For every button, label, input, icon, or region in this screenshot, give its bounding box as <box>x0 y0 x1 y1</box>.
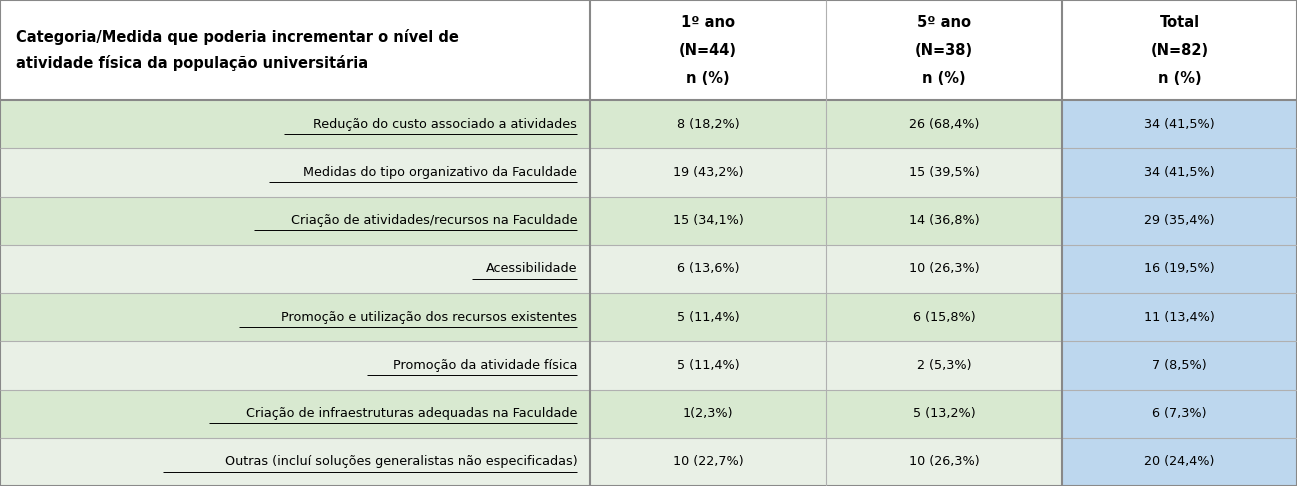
Text: 5 (11,4%): 5 (11,4%) <box>677 311 739 324</box>
Text: Promoção da atividade física: Promoção da atividade física <box>393 359 577 372</box>
Bar <box>826 438 1062 486</box>
Bar <box>590 341 826 390</box>
Text: 19 (43,2%): 19 (43,2%) <box>673 166 743 179</box>
Text: 8 (18,2%): 8 (18,2%) <box>677 118 739 131</box>
Text: 11 (13,4%): 11 (13,4%) <box>1144 311 1215 324</box>
Bar <box>590 100 826 148</box>
Text: Promoção e utilização dos recursos existentes: Promoção e utilização dos recursos exist… <box>281 311 577 324</box>
Bar <box>590 438 826 486</box>
Text: 7 (8,5%): 7 (8,5%) <box>1152 359 1208 372</box>
Bar <box>826 389 1062 438</box>
Bar <box>826 245 1062 293</box>
Text: n (%): n (%) <box>686 70 730 86</box>
Bar <box>826 196 1062 245</box>
Bar <box>0 196 590 245</box>
Bar <box>1062 293 1297 341</box>
Bar <box>1062 389 1297 438</box>
Text: n (%): n (%) <box>922 70 966 86</box>
Text: 10 (26,3%): 10 (26,3%) <box>909 455 979 469</box>
Text: Categoria/Medida que poderia incrementar o nível de
atividade física da populaçã: Categoria/Medida que poderia incrementar… <box>16 29 458 71</box>
Bar <box>590 148 826 196</box>
Bar <box>826 148 1062 196</box>
Text: n (%): n (%) <box>1158 70 1201 86</box>
Bar <box>590 196 826 245</box>
Text: 5º ano: 5º ano <box>917 15 971 30</box>
Bar <box>0 0 590 100</box>
Text: 15 (39,5%): 15 (39,5%) <box>909 166 979 179</box>
Text: 10 (22,7%): 10 (22,7%) <box>673 455 743 469</box>
Bar <box>590 293 826 341</box>
Bar <box>1062 148 1297 196</box>
Text: Redução do custo associado a atividades: Redução do custo associado a atividades <box>314 118 577 131</box>
Text: (N=82): (N=82) <box>1150 43 1209 57</box>
Bar <box>826 341 1062 390</box>
Bar <box>0 100 590 148</box>
Bar <box>590 389 826 438</box>
Bar <box>1062 196 1297 245</box>
Text: Acessibilidade: Acessibilidade <box>485 262 577 276</box>
Text: 6 (15,8%): 6 (15,8%) <box>913 311 975 324</box>
Bar <box>1062 245 1297 293</box>
Bar <box>1062 438 1297 486</box>
Text: Criação de atividades/recursos na Faculdade: Criação de atividades/recursos na Faculd… <box>291 214 577 227</box>
Text: 1º ano: 1º ano <box>681 15 735 30</box>
Bar <box>590 0 826 100</box>
Bar <box>1062 100 1297 148</box>
Text: Criação de infraestruturas adequadas na Faculdade: Criação de infraestruturas adequadas na … <box>246 407 577 420</box>
Text: 29 (35,4%): 29 (35,4%) <box>1144 214 1215 227</box>
Bar <box>0 148 590 196</box>
Bar <box>0 389 590 438</box>
Text: 10 (26,3%): 10 (26,3%) <box>909 262 979 276</box>
Bar <box>826 293 1062 341</box>
Bar <box>0 341 590 390</box>
Text: 5 (11,4%): 5 (11,4%) <box>677 359 739 372</box>
Text: 5 (13,2%): 5 (13,2%) <box>913 407 975 420</box>
Text: 15 (34,1%): 15 (34,1%) <box>673 214 743 227</box>
Text: 34 (41,5%): 34 (41,5%) <box>1144 118 1215 131</box>
Text: (N=44): (N=44) <box>680 43 737 57</box>
Bar <box>0 293 590 341</box>
Text: 1(2,3%): 1(2,3%) <box>684 407 733 420</box>
Text: 16 (19,5%): 16 (19,5%) <box>1144 262 1215 276</box>
Text: 6 (7,3%): 6 (7,3%) <box>1152 407 1208 420</box>
Bar <box>0 245 590 293</box>
Text: 20 (24,4%): 20 (24,4%) <box>1144 455 1215 469</box>
Bar <box>590 245 826 293</box>
Bar <box>826 100 1062 148</box>
Text: 34 (41,5%): 34 (41,5%) <box>1144 166 1215 179</box>
Bar <box>1062 0 1297 100</box>
Text: Outras (incluí soluções generalistas não especificadas): Outras (incluí soluções generalistas não… <box>224 455 577 469</box>
Bar <box>1062 341 1297 390</box>
Text: 2 (5,3%): 2 (5,3%) <box>917 359 971 372</box>
Text: 26 (68,4%): 26 (68,4%) <box>909 118 979 131</box>
Text: Total: Total <box>1160 15 1200 30</box>
Bar <box>0 438 590 486</box>
Text: Medidas do tipo organizativo da Faculdade: Medidas do tipo organizativo da Faculdad… <box>303 166 577 179</box>
Text: 14 (36,8%): 14 (36,8%) <box>909 214 979 227</box>
Text: (N=38): (N=38) <box>916 43 973 57</box>
Text: 6 (13,6%): 6 (13,6%) <box>677 262 739 276</box>
Bar <box>826 0 1062 100</box>
